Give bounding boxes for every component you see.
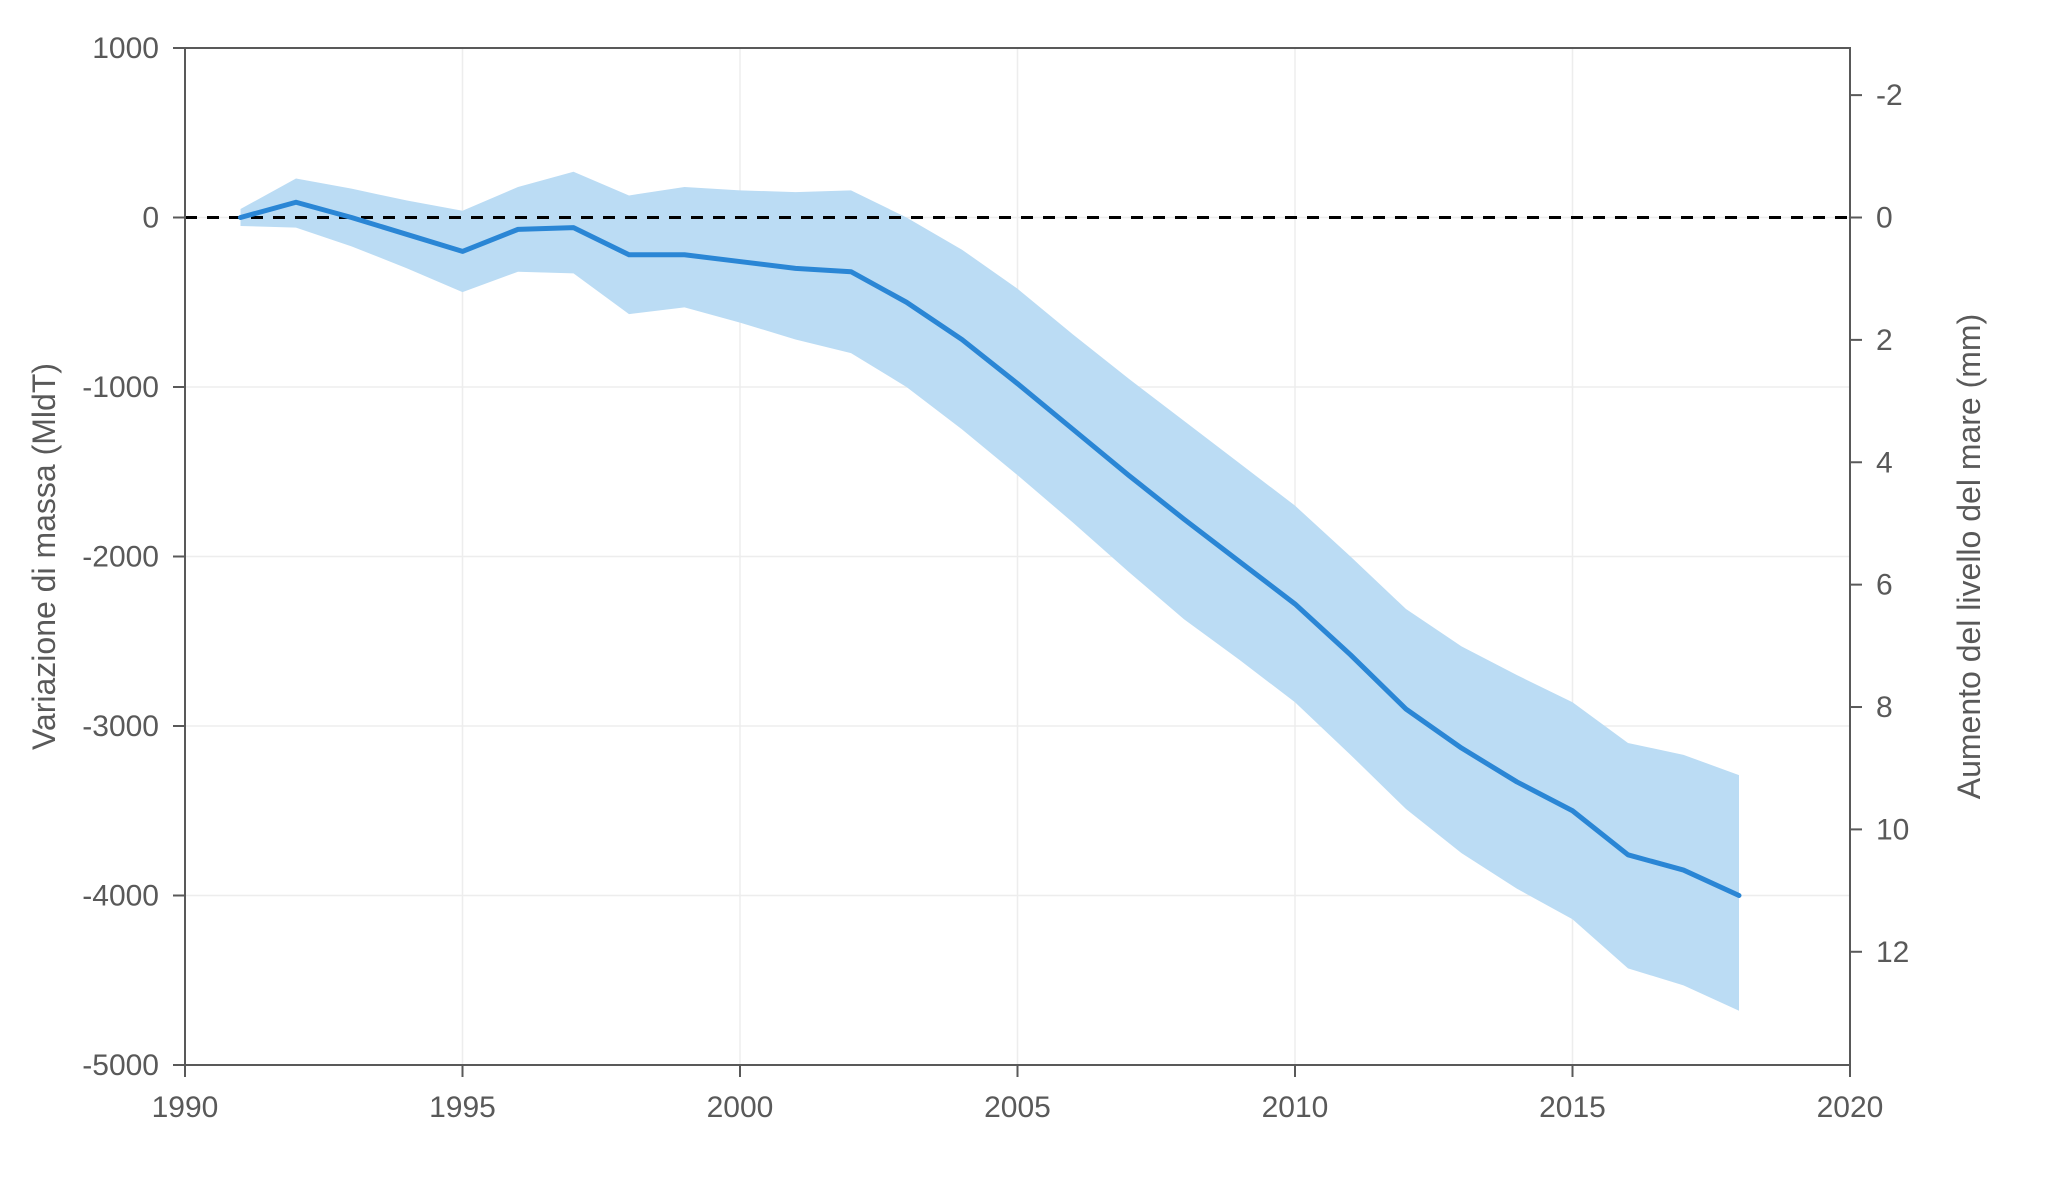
- y-left-tick-label: -4000: [82, 880, 159, 913]
- y-left-axis-label: Variazione di massa (MldT): [26, 363, 62, 750]
- y-left-tick-label: -5000: [82, 1049, 159, 1082]
- x-tick-label: 2000: [707, 1091, 774, 1124]
- x-tick-label: 2015: [1539, 1091, 1606, 1124]
- y-left-tick-label: 0: [142, 202, 159, 235]
- y-left-tick-label: -3000: [82, 710, 159, 743]
- x-tick-label: 2010: [1262, 1091, 1329, 1124]
- y-left-tick-label: -2000: [82, 541, 159, 574]
- y-right-axis-label: Aumento del livello del mare (mm): [1951, 314, 1987, 800]
- y-left-tick-label: 1000: [92, 32, 159, 65]
- x-tick-label: 1990: [152, 1091, 219, 1124]
- y-right-tick-label: 2: [1876, 324, 1893, 357]
- y-right-tick-label: 10: [1876, 813, 1909, 846]
- y-right-tick-label: -2: [1876, 79, 1903, 112]
- y-right-tick-label: 12: [1876, 936, 1909, 969]
- y-right-tick-label: 4: [1876, 446, 1893, 479]
- x-tick-label: 2020: [1817, 1091, 1884, 1124]
- x-tick-label: 1995: [429, 1091, 496, 1124]
- y-right-tick-label: 0: [1876, 202, 1893, 235]
- y-right-tick-label: 8: [1876, 691, 1893, 724]
- x-tick-label: 2005: [984, 1091, 1051, 1124]
- y-left-tick-label: -1000: [82, 371, 159, 404]
- mass-change-chart: 1990199520002005201020152020-5000-4000-3…: [0, 0, 2055, 1189]
- y-right-tick-label: 6: [1876, 569, 1893, 602]
- chart-container: 1990199520002005201020152020-5000-4000-3…: [0, 0, 2055, 1189]
